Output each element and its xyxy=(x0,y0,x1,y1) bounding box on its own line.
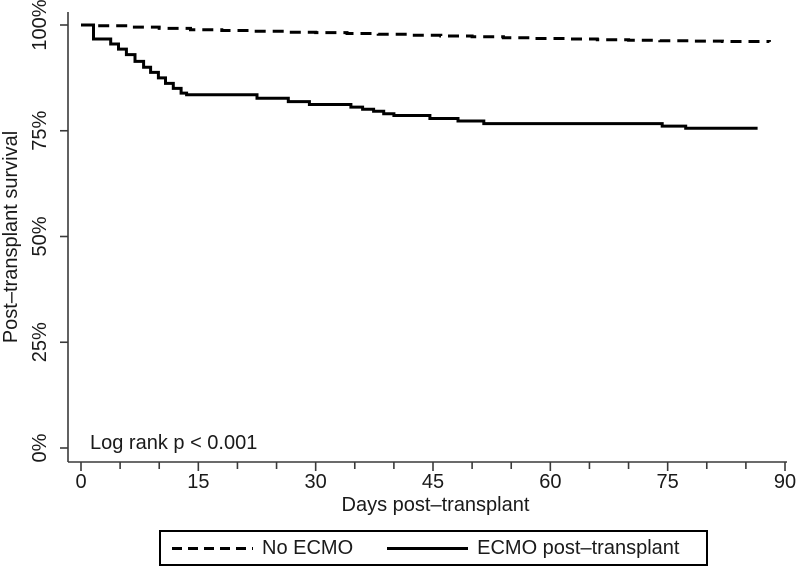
plot-area: 0% 25% 50% 75% 100% 0 15 30 45 60 75 90 Post–transpl… xyxy=(0,0,796,516)
y-tick-label: 100% xyxy=(29,0,51,51)
x-tick-label: 90 xyxy=(774,471,796,493)
y-tick-label: 0% xyxy=(29,433,51,462)
series-no-ecmo xyxy=(81,23,771,43)
series-ecmo-post-transplant xyxy=(81,23,758,130)
y-tick-label: 75% xyxy=(29,111,51,151)
log-rank-annotation: Log rank p < 0.001 xyxy=(90,432,257,454)
y-tick-label: 50% xyxy=(29,216,51,256)
x-tick-label: 0 xyxy=(75,471,86,493)
x-axis-title: Days post–transplant xyxy=(342,494,530,516)
legend-solid-line-sample xyxy=(387,546,469,550)
legend-dashed-line-sample xyxy=(172,546,253,550)
y-axis-title: Post–transplant survival xyxy=(0,131,22,343)
y-tick-label: 25% xyxy=(29,322,51,362)
legend-label-ecmo-post-transplant: ECMO post–transplant xyxy=(477,536,680,559)
x-tick-label: 45 xyxy=(422,471,444,493)
x-tick-label: 30 xyxy=(305,471,327,493)
x-tick-label: 60 xyxy=(539,471,561,493)
x-tick-label: 75 xyxy=(657,471,679,493)
legend-label-no-ecmo: No ECMO xyxy=(262,536,354,559)
legend: No ECMO ECMO post–transplant xyxy=(159,530,708,566)
x-tick-label: 15 xyxy=(187,471,209,493)
